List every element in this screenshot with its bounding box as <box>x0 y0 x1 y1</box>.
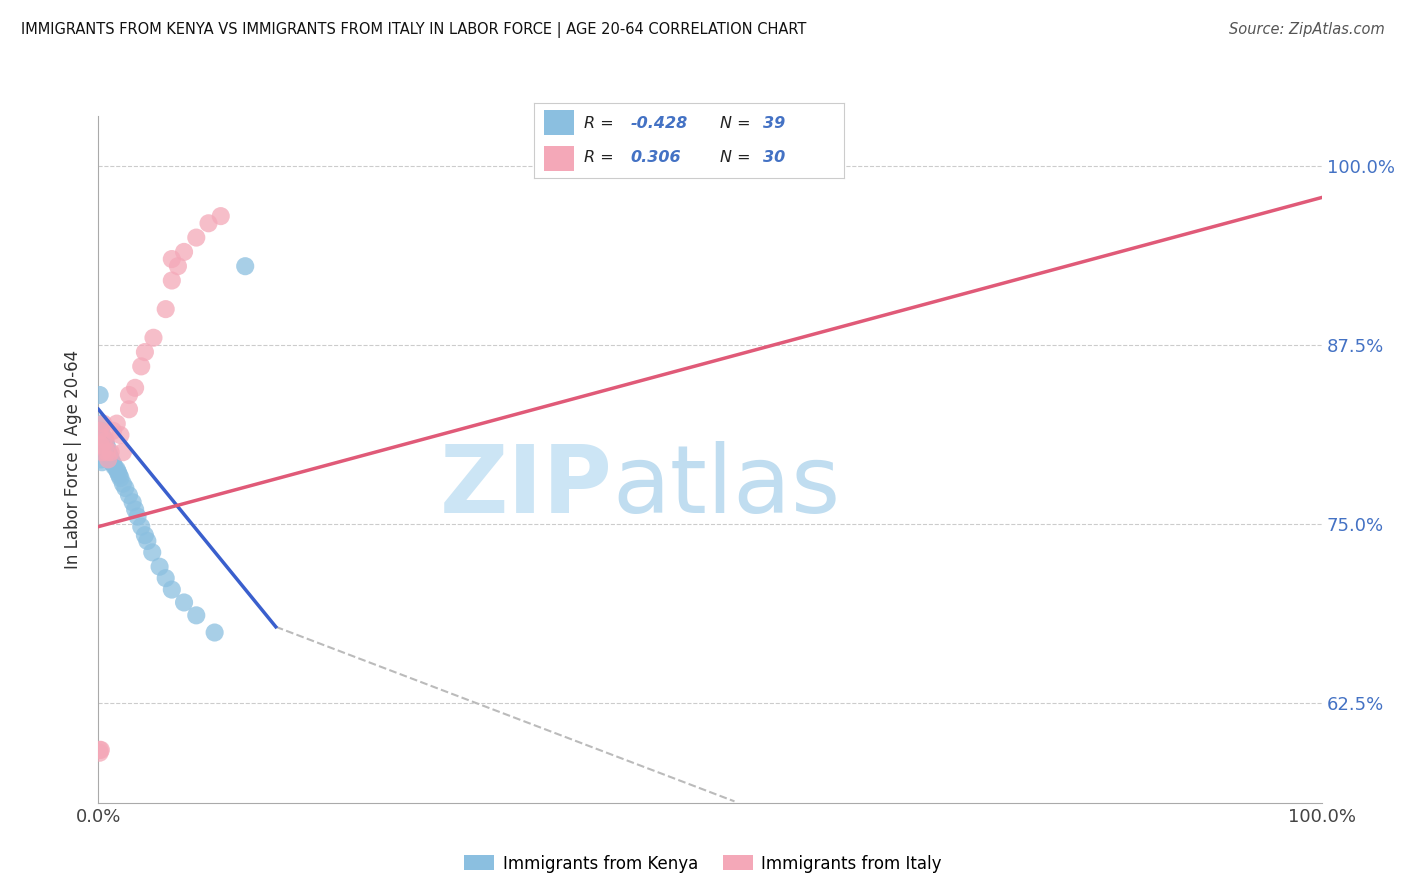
Text: IMMIGRANTS FROM KENYA VS IMMIGRANTS FROM ITALY IN LABOR FORCE | AGE 20-64 CORREL: IMMIGRANTS FROM KENYA VS IMMIGRANTS FROM… <box>21 22 807 38</box>
Point <box>108 468 131 483</box>
Point <box>110 428 132 442</box>
Point <box>114 481 136 495</box>
Text: R =: R = <box>583 116 619 131</box>
Point <box>105 417 128 431</box>
Point <box>186 608 208 623</box>
Text: N =: N = <box>720 150 755 165</box>
Point <box>94 436 117 450</box>
Point <box>121 495 143 509</box>
Point <box>90 438 112 452</box>
Text: R =: R = <box>583 150 619 165</box>
Point <box>96 440 118 454</box>
Point <box>89 746 111 760</box>
Point <box>100 454 122 468</box>
Point <box>89 445 111 459</box>
Point <box>124 381 146 395</box>
Point <box>91 428 114 442</box>
Point <box>167 259 190 273</box>
Point <box>89 388 111 402</box>
Point <box>155 302 177 317</box>
Point <box>173 595 195 609</box>
Text: -0.428: -0.428 <box>630 116 688 131</box>
Point <box>89 424 111 438</box>
Text: ZIP: ZIP <box>439 441 612 533</box>
Point <box>100 445 122 459</box>
Point <box>97 452 120 467</box>
Point <box>90 424 112 438</box>
Text: Source: ZipAtlas.com: Source: ZipAtlas.com <box>1229 22 1385 37</box>
Point <box>118 388 141 402</box>
Point <box>197 216 219 230</box>
Point <box>111 445 134 459</box>
Point <box>105 462 128 476</box>
Point <box>110 471 132 485</box>
Text: 39: 39 <box>763 116 786 131</box>
Point <box>101 457 124 471</box>
Point <box>94 434 117 448</box>
Point <box>129 359 152 374</box>
Bar <box>544 145 575 171</box>
Text: atlas: atlas <box>612 441 841 533</box>
Point <box>93 434 115 448</box>
Point <box>134 528 156 542</box>
Point <box>118 402 141 417</box>
Point <box>101 424 124 438</box>
Text: 0.306: 0.306 <box>630 150 681 165</box>
Y-axis label: In Labor Force | Age 20-64: In Labor Force | Age 20-64 <box>65 350 83 569</box>
Point <box>103 459 125 474</box>
Point <box>155 571 177 585</box>
Point <box>173 244 195 259</box>
Point <box>160 273 183 287</box>
Point <box>160 582 183 597</box>
Bar <box>544 111 575 136</box>
Point <box>233 259 256 273</box>
Point <box>91 455 114 469</box>
Point <box>209 209 232 223</box>
Point <box>89 417 111 431</box>
Point <box>91 431 114 445</box>
Point <box>91 417 114 431</box>
Point <box>141 545 163 559</box>
Point <box>127 509 149 524</box>
Point <box>90 743 112 757</box>
Text: N =: N = <box>720 116 755 131</box>
Point <box>136 533 159 548</box>
Point <box>118 488 141 502</box>
Point <box>129 519 152 533</box>
Text: 30: 30 <box>763 150 786 165</box>
Point <box>101 455 124 469</box>
Point <box>124 502 146 516</box>
Point <box>89 743 111 757</box>
Point <box>134 345 156 359</box>
Point <box>186 230 208 244</box>
Point <box>204 625 226 640</box>
Point <box>97 445 120 459</box>
Point <box>107 465 129 479</box>
Point <box>93 431 115 445</box>
Point <box>111 476 134 491</box>
Point <box>98 448 121 462</box>
Point <box>142 331 165 345</box>
Point <box>91 445 114 459</box>
Point <box>90 452 112 467</box>
Point <box>160 252 183 266</box>
Point <box>149 559 172 574</box>
Point <box>96 445 118 459</box>
Point <box>100 450 122 465</box>
Legend: Immigrants from Kenya, Immigrants from Italy: Immigrants from Kenya, Immigrants from I… <box>457 848 949 880</box>
